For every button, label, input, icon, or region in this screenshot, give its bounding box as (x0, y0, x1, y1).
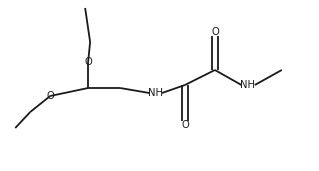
Text: O: O (84, 57, 92, 67)
Text: NH: NH (240, 80, 255, 90)
Text: O: O (181, 120, 189, 130)
Text: NH: NH (147, 88, 162, 98)
Text: O: O (46, 91, 54, 101)
Text: O: O (211, 27, 219, 37)
